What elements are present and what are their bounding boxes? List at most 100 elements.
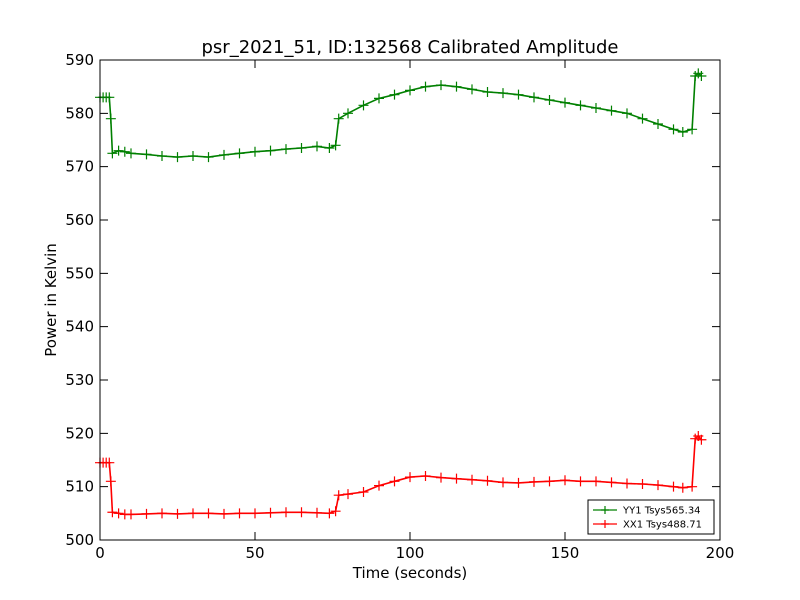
data-point: [529, 476, 539, 487]
data-point: [324, 508, 335, 519]
y-axis-label: Power in Kelvin: [42, 243, 60, 357]
data-point: [234, 508, 245, 519]
data-point: [333, 113, 344, 124]
chart-legend: YY1 Tsys565.34 XX1 Tsys488.71: [587, 499, 715, 535]
data-point: [420, 471, 431, 481]
data-point: [560, 97, 570, 108]
data-point: [126, 148, 136, 159]
data-point: [105, 113, 116, 124]
data-point: [219, 149, 229, 160]
data-point: [389, 476, 400, 487]
data-point: [529, 92, 539, 103]
data-point: [107, 507, 118, 518]
data-point: [104, 457, 115, 468]
legend-box: [587, 499, 715, 535]
data-point: [296, 143, 307, 153]
data-point: [687, 481, 698, 492]
data-point: [622, 478, 632, 489]
legend-marker: [601, 506, 609, 514]
plot-marks: [95, 68, 707, 520]
data-point: [482, 475, 493, 486]
legend-label: YY1 Tsys565.34: [622, 506, 701, 517]
data-point: [420, 81, 431, 92]
data-point: [330, 140, 341, 151]
data-point: [405, 85, 415, 96]
data-point: [358, 487, 369, 497]
data-point: [677, 482, 688, 493]
data-point: [126, 509, 136, 520]
legend-label: XX1 Tsys488.71: [623, 520, 702, 531]
x-tick-label: 200: [706, 544, 735, 562]
y-tick-label: 500: [65, 531, 94, 549]
data-point: [172, 508, 183, 519]
data-point: [374, 480, 384, 491]
y-tick-label: 520: [65, 424, 94, 442]
legend-entry: XX1 Tsys488.71: [593, 520, 702, 531]
data-point: [330, 506, 341, 517]
x-tick-label: 150: [551, 544, 580, 562]
data-point: [281, 507, 291, 518]
data-point: [250, 508, 260, 519]
data-point: [606, 105, 617, 116]
data-point: [622, 108, 632, 119]
data-point: [172, 152, 183, 163]
data-point: [188, 508, 198, 519]
data-point: [250, 146, 260, 157]
chart-title: psr_2021_51, ID:132568 Calibrated Amplit…: [201, 37, 618, 58]
data-point: [141, 508, 152, 519]
data-point: [312, 507, 322, 518]
data-point: [104, 92, 115, 103]
data-point: [591, 103, 601, 113]
data-point: [157, 151, 167, 161]
data-point: [324, 143, 335, 153]
data-point: [544, 476, 555, 487]
data-point: [467, 474, 477, 485]
data-point: [591, 476, 601, 487]
data-point: [668, 481, 679, 492]
data-point: [203, 508, 214, 519]
data-point: [358, 100, 369, 111]
data-point: [436, 472, 446, 483]
data-point: [482, 87, 493, 97]
y-tick-label: 540: [65, 318, 94, 336]
x-tick-label: 0: [95, 544, 105, 562]
data-point: [653, 480, 663, 491]
data-point: [265, 145, 276, 156]
data-point: [467, 84, 477, 95]
data-point: [107, 148, 118, 159]
data-point: [333, 490, 344, 501]
data-point: [451, 81, 462, 92]
y-tick-label: 590: [65, 51, 94, 69]
data-point: [405, 472, 415, 483]
data-point: [498, 88, 508, 99]
data-point: [677, 127, 688, 137]
data-point: [296, 507, 307, 518]
data-point: [575, 476, 586, 487]
data-point: [113, 145, 124, 156]
series-2: [95, 431, 707, 520]
data-point: [281, 144, 291, 155]
data-point: [498, 477, 508, 488]
data-point: [696, 434, 707, 445]
data-point: [696, 71, 707, 81]
data-point: [374, 93, 384, 104]
data-point: [637, 113, 648, 124]
data-point: [575, 100, 586, 111]
legend-marker: [601, 520, 609, 528]
data-point: [389, 89, 400, 100]
x-tick-label: 50: [245, 544, 264, 562]
y-tick-label: 510: [65, 478, 94, 496]
data-point: [513, 477, 524, 488]
data-point: [653, 119, 663, 129]
data-point: [637, 479, 648, 489]
plot-axes: 0 50 100 150 200 500 510 520 530 540 550 560 570 580 5…: [65, 51, 734, 562]
data-point: [234, 148, 245, 159]
data-point: [119, 146, 130, 157]
data-point: [157, 508, 167, 519]
data-point: [113, 508, 124, 519]
data-point: [687, 124, 698, 135]
y-tick-label: 560: [65, 211, 94, 229]
data-point: [343, 108, 353, 119]
